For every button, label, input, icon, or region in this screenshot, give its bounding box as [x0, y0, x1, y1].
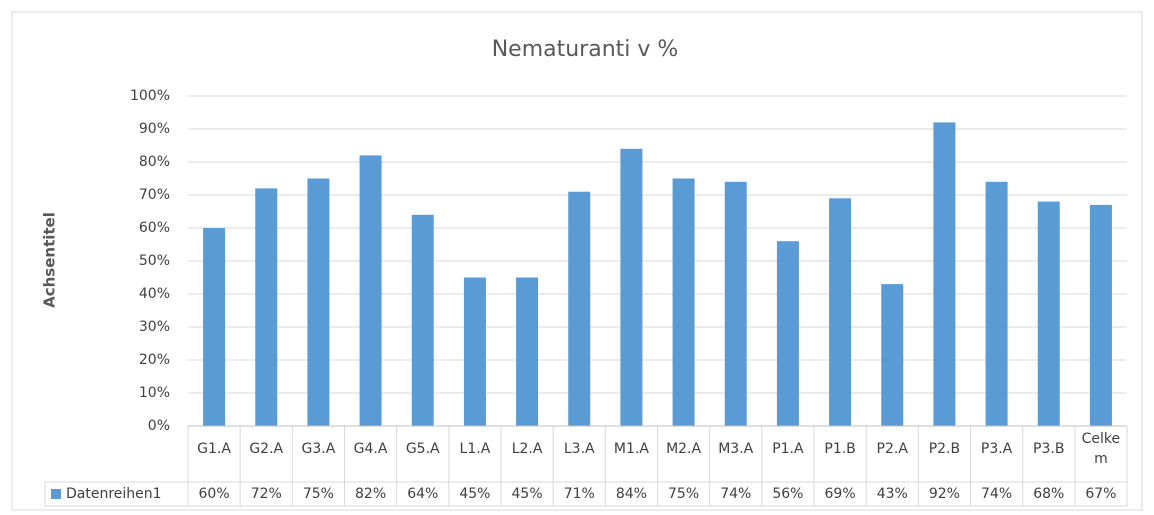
- y-tick-label: 100%: [130, 88, 170, 104]
- data-table-value: 64%: [407, 486, 438, 502]
- x-tick-label: G1.A: [197, 441, 231, 457]
- data-table-value: 69%: [825, 486, 856, 502]
- y-tick-label: 90%: [139, 121, 170, 137]
- chart-title: Nematuranti v %: [492, 37, 679, 62]
- data-table-value: 56%: [772, 486, 803, 502]
- x-tick-label: Celkem: [1081, 431, 1121, 467]
- bar: [1037, 201, 1060, 426]
- bar: [255, 188, 278, 426]
- x-tick-label: P1.B: [824, 441, 856, 457]
- x-tick-label: P3.A: [980, 441, 1013, 457]
- y-axis-title: Achsentitel: [41, 212, 59, 308]
- data-table-value: 43%: [877, 486, 908, 502]
- y-tick-label: 50%: [139, 253, 170, 269]
- data-table-value: 84%: [616, 486, 647, 502]
- y-tick-label: 80%: [139, 154, 170, 170]
- y-tick-label: 30%: [139, 319, 170, 335]
- y-tick-label: 60%: [139, 220, 170, 236]
- x-tick-label: L2.A: [511, 441, 543, 457]
- data-table-value: 74%: [981, 486, 1012, 502]
- x-tick-label: L3.A: [563, 441, 595, 457]
- data-table-value: 82%: [355, 486, 386, 502]
- y-tick-label: 10%: [139, 385, 170, 401]
- y-tick-label: 70%: [139, 187, 170, 203]
- bar: [933, 122, 956, 427]
- data-table-value: 75%: [303, 486, 334, 502]
- data-table-value: 45%: [459, 486, 490, 502]
- bar: [829, 198, 852, 426]
- x-tick-label: P2.A: [876, 441, 908, 457]
- data-table-value: 74%: [720, 486, 751, 502]
- bar: [203, 228, 226, 426]
- y-tick-label: 20%: [139, 352, 170, 368]
- x-tick-label: G4.A: [353, 441, 388, 457]
- bar: [724, 181, 747, 426]
- data-table-value: 71%: [564, 486, 595, 502]
- x-tick-label: M2.A: [666, 441, 702, 457]
- bar: [307, 178, 330, 426]
- x-tick-label: P1.A: [772, 441, 804, 457]
- data-table-value: 72%: [251, 486, 282, 502]
- bar: [672, 178, 695, 426]
- data-table-value: 75%: [668, 486, 699, 502]
- data-table-value: 68%: [1033, 486, 1064, 502]
- bar: [463, 277, 486, 426]
- data-table-value: 60%: [199, 486, 230, 502]
- bar: [985, 181, 1008, 426]
- x-tick-label: P2.B: [928, 441, 961, 457]
- bar: [881, 284, 904, 426]
- data-table-value: 92%: [929, 486, 960, 502]
- bar: [1089, 204, 1112, 426]
- x-tick-label: G5.A: [405, 441, 440, 457]
- bar: [411, 214, 434, 426]
- x-tick-label: P3.B: [1033, 441, 1065, 457]
- x-tick-label: G3.A: [301, 441, 336, 457]
- x-tick-label: M3.A: [718, 441, 754, 457]
- legend-swatch: [51, 489, 61, 499]
- bar: [620, 148, 643, 427]
- legend-label: Datenreihen1: [66, 486, 162, 502]
- x-tick-label: M1.A: [613, 441, 649, 457]
- bar: [359, 155, 382, 426]
- y-tick-label: 40%: [139, 286, 170, 302]
- data-table-value: 45%: [512, 486, 543, 502]
- bar: [776, 241, 799, 426]
- y-tick-label: 0%: [148, 418, 170, 434]
- bar: [568, 191, 591, 426]
- bar: [516, 277, 539, 426]
- x-tick-label: G2.A: [249, 441, 284, 457]
- x-tick-label: L1.A: [459, 441, 491, 457]
- data-table-value: 67%: [1085, 486, 1116, 502]
